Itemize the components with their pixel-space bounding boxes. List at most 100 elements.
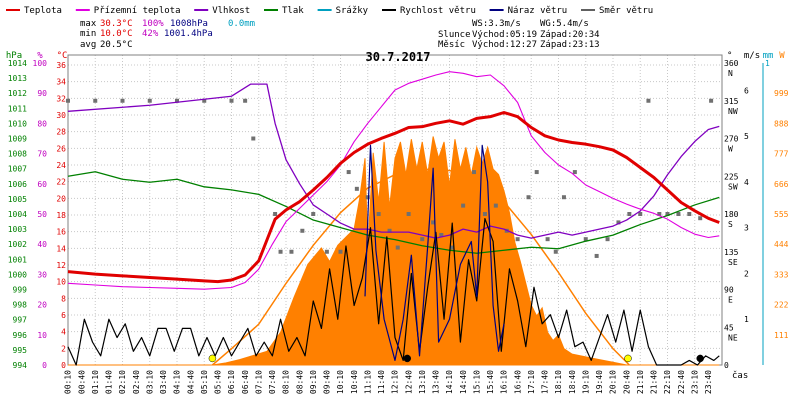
series-line-press	[67, 171, 720, 254]
tick-pct: 60	[37, 180, 47, 189]
dir-point	[616, 220, 621, 225]
stat-min-temp: 10.0°C	[100, 29, 133, 39]
x-tick: 10:40	[350, 370, 359, 394]
tick-hpa: 1001	[8, 255, 27, 264]
dir-point	[676, 212, 681, 216]
x-tick: 16:10	[500, 370, 509, 394]
tick-hpa: 1008	[8, 150, 27, 159]
tick-hpa: 1012	[8, 89, 27, 98]
tick-degc: 20	[56, 194, 66, 203]
legend-label-rain: Srážky	[336, 6, 369, 16]
tick-degc: 6	[61, 311, 66, 320]
series-line-wind	[67, 217, 720, 366]
dir-point	[395, 245, 400, 250]
dir-point	[461, 203, 466, 208]
tick-hpa: 994	[13, 361, 28, 370]
tick-hpa: 1002	[8, 240, 27, 249]
tick-wm2: 666	[774, 180, 789, 189]
tick-dir-name: NE	[728, 333, 738, 342]
tick-dir: 225	[724, 172, 739, 181]
dir-point	[439, 232, 444, 237]
moon-set: Západ:23:13	[540, 40, 600, 50]
x-tick: 11:40	[377, 370, 386, 394]
tick-hpa: 1007	[8, 165, 27, 174]
tick-pct: 10	[37, 331, 47, 340]
legend-label-feels: Přízemní teplota	[94, 6, 181, 16]
x-tick: 05:40	[214, 370, 223, 394]
x-tick: 04:10	[173, 370, 182, 394]
dir-point	[627, 212, 632, 216]
x-tick: 23:40	[704, 370, 713, 394]
x-tick: 15:40	[486, 370, 495, 394]
dir-point	[515, 237, 520, 242]
tick-wm2: 444	[774, 240, 789, 249]
tick-hpa: 1000	[8, 270, 27, 279]
axis-label-degc: °C	[57, 51, 68, 61]
event-marker	[403, 354, 412, 363]
stat-min-press: 1001.4hPa	[164, 29, 213, 39]
x-tick: 19:40	[595, 370, 604, 394]
axis-label-ms: m/s	[744, 51, 760, 61]
x-tick: 02:10	[118, 370, 127, 394]
stat-min-hum: 42%	[142, 29, 159, 39]
tick-hpa: 1009	[8, 135, 27, 144]
dir-point	[583, 237, 588, 242]
tick-degc: 8	[61, 294, 66, 303]
dir-point	[561, 195, 566, 200]
tick-dir: 360	[724, 59, 739, 68]
tick-hpa: 1006	[8, 180, 27, 189]
axis-label-dir: °	[727, 51, 732, 61]
x-tick: 20:40	[622, 370, 631, 394]
x-tick: 07:40	[268, 370, 277, 394]
tick-degc: 0	[61, 361, 66, 370]
x-tick: 16:40	[513, 370, 522, 394]
tick-wm2: 222	[774, 301, 789, 310]
tick-pct: 90	[37, 89, 47, 98]
x-tick: 06:10	[227, 370, 236, 394]
dir-point	[202, 98, 207, 103]
dir-point	[354, 186, 359, 191]
dir-point	[338, 249, 343, 254]
x-tick: 18:10	[554, 370, 563, 394]
sun-rise: Východ:05:19	[472, 30, 537, 40]
dir-point	[229, 98, 234, 103]
x-tick: 23:10	[690, 370, 699, 394]
legend-label-gust: Náraz větru	[508, 6, 568, 16]
dir-point	[594, 253, 599, 258]
tick-degc: 32	[56, 94, 66, 103]
tick-wm2: 777	[774, 150, 789, 159]
legend: Teplota Přízemní teplota Vlhkost Tlak Srážky…	[6, 6, 653, 16]
x-tick: 21:40	[650, 370, 659, 394]
dir-point	[300, 228, 305, 233]
dir-point	[243, 98, 248, 103]
legend-label-hum: Vlhkost	[212, 6, 250, 16]
x-tick: 22:10	[663, 370, 672, 394]
tick-ms: 5	[744, 132, 749, 141]
dir-point	[376, 212, 381, 216]
tick-dir: 270	[724, 135, 739, 144]
x-tick: 14:40	[459, 370, 468, 394]
tick-pct: 70	[37, 150, 47, 159]
sun-set: Západ:20:34	[540, 30, 600, 40]
dir-point	[493, 203, 498, 208]
tick-wm2: 888	[774, 119, 789, 128]
dir-point	[311, 212, 316, 216]
tick-hpa: 999	[13, 286, 28, 295]
dir-point	[709, 98, 714, 103]
legend-label-press: Tlak	[282, 6, 304, 16]
dir-point	[534, 170, 539, 175]
axis-label-hpa: hPa	[6, 51, 22, 61]
x-tick: 02:40	[132, 370, 141, 394]
x-tick: 11:10	[363, 370, 372, 394]
x-tick: 07:10	[254, 370, 263, 394]
tick-ms: 3	[744, 224, 749, 233]
dir-point	[346, 170, 351, 175]
tick-wm2: 333	[774, 270, 789, 279]
dir-point	[387, 228, 392, 233]
dir-point	[646, 98, 651, 103]
x-tick: 08:40	[295, 370, 304, 394]
tick-dir: 0	[724, 361, 729, 370]
x-tick: 12:10	[391, 370, 400, 394]
tick-dir-name: W	[728, 145, 733, 154]
tick-wm2: 111	[774, 331, 789, 340]
